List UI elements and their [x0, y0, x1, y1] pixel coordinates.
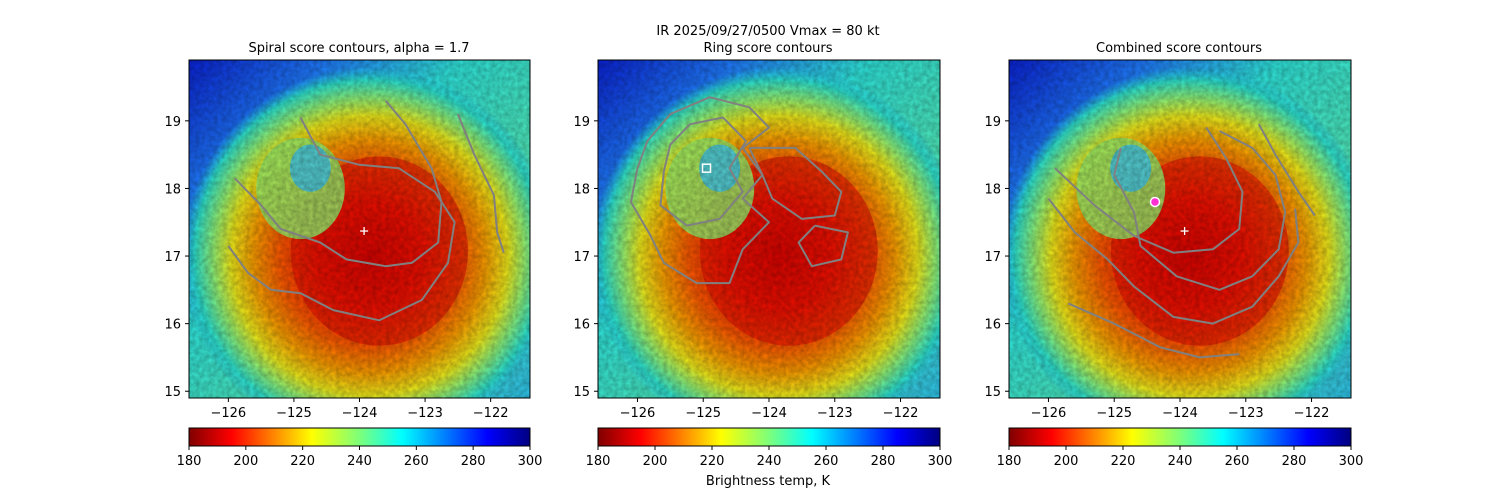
colorbar-label: Brightness temp, K	[706, 474, 831, 489]
ring-ytick-label-3: 18	[573, 182, 590, 197]
ring-xtick-label-2: −124	[751, 406, 787, 421]
combined-xtick-label-3: −123	[1228, 406, 1264, 421]
combined-colorbar-tick-label-4: 260	[1225, 454, 1250, 469]
spiral-ir-image	[189, 60, 530, 398]
combined-xtick-label-4: −122	[1294, 406, 1330, 421]
combined-panel-title: Combined score contours	[1096, 41, 1262, 56]
ring-contour-1	[659, 116, 747, 227]
combined-contour-4	[1258, 123, 1316, 217]
ring-ytick-label-0: 15	[573, 385, 590, 400]
combined-ytick-label-2: 17	[984, 250, 1001, 265]
combined-colorbar-tick-label-6: 300	[1339, 454, 1364, 469]
spiral-panel-title: Spiral score contours, alpha = 1.7	[248, 41, 469, 56]
spiral-colorbar	[188, 427, 531, 447]
spiral-xtick-label-0: −126	[210, 406, 246, 421]
ring-ir-texture	[598, 60, 940, 398]
figure-suptitle: IR 2025/09/27/0500 Vmax = 80 kt	[656, 24, 879, 39]
ring-xtick-label-4: −122	[883, 406, 919, 421]
spiral-ir-texture	[189, 60, 530, 398]
spiral-panel: Spiral score contours, alpha = 1.7 −126 −…	[164, 41, 543, 469]
ring-colorbar-tick-label-3: 240	[757, 454, 782, 469]
combined-colorbar-tick-label-3: 240	[1168, 454, 1193, 469]
combined-xtick-label-1: −125	[1096, 406, 1132, 421]
ring-contour-3	[797, 224, 849, 268]
spiral-xtick-label-4: −122	[473, 406, 509, 421]
ring-ir-image	[598, 60, 940, 398]
ring-colorbar-tick-label-2: 220	[700, 454, 725, 469]
ring-contour-0	[629, 96, 770, 285]
spiral-colorbar-tick-label-1: 200	[233, 454, 258, 469]
spiral-ytick-label-4: 19	[164, 115, 181, 130]
spiral-contour-0	[234, 99, 443, 268]
combined-ytick-label-3: 18	[984, 182, 1001, 197]
spiral-colorbar-tick-label-4: 260	[404, 454, 429, 469]
spiral-colorbar-tick-label-0: 180	[177, 454, 202, 469]
ring-panel: Ring score contours −126 −125 −124 −123 −122…	[573, 41, 953, 469]
ring-ytick-label-2: 17	[573, 250, 590, 265]
combined-contour-1	[1113, 130, 1287, 291]
combined-colorbar	[1008, 427, 1352, 447]
spiral-colorbar-tick-label-5: 280	[461, 454, 486, 469]
spiral-colorbar-tick-label-6: 300	[518, 454, 543, 469]
ring-center-marker	[701, 163, 712, 173]
spiral-xtick-label-2: −124	[342, 406, 378, 421]
ring-colorbar-tick-label-1: 200	[643, 454, 668, 469]
ring-panel-title: Ring score contours	[703, 41, 832, 56]
ring-contour-2	[748, 146, 843, 220]
combined-ytick-label-4: 19	[984, 115, 1001, 130]
spiral-contour-2	[456, 113, 505, 254]
combined-best-point-marker	[1149, 196, 1161, 208]
combined-center-marker	[1180, 227, 1189, 236]
combined-ytick-label-0: 15	[984, 385, 1001, 400]
spiral-ytick-label-1: 16	[164, 318, 181, 333]
ring-colorbar-tick-label-4: 260	[814, 454, 839, 469]
ring-colorbar-tick-label-6: 300	[928, 454, 953, 469]
combined-contour-2	[1047, 197, 1300, 325]
ring-ytick-label-1: 16	[573, 318, 590, 333]
combined-colorbar-tick-label-2: 220	[1111, 454, 1136, 469]
combined-xtick-label-0: −126	[1031, 406, 1067, 421]
combined-xtick-label-2: −124	[1162, 406, 1198, 421]
spiral-ytick-label-2: 17	[164, 250, 181, 265]
combined-colorbar-tick-label-1: 200	[1054, 454, 1079, 469]
combined-contour-3	[1067, 302, 1240, 359]
ring-xtick-label-0: −126	[620, 406, 656, 421]
spiral-xtick-label-3: −123	[407, 406, 443, 421]
spiral-colorbar-tick-label-3: 240	[347, 454, 372, 469]
ring-xtick-label-1: −125	[685, 406, 721, 421]
ring-ytick-label-4: 19	[573, 115, 590, 130]
combined-panel: Combined score contours −126 −125 −124 −123…	[984, 41, 1364, 469]
combined-ir-texture	[1009, 60, 1351, 398]
spiral-ytick-label-0: 15	[164, 385, 181, 400]
spiral-colorbar-tick-label-2: 220	[290, 454, 315, 469]
spiral-xtick-label-1: −125	[276, 406, 312, 421]
ring-colorbar	[597, 427, 941, 447]
ring-colorbar-tick-label-5: 280	[871, 454, 896, 469]
combined-contour-0	[1054, 127, 1244, 254]
spiral-contour-1	[227, 117, 456, 322]
combined-colorbar-tick-label-5: 280	[1282, 454, 1307, 469]
combined-ytick-label-1: 16	[984, 318, 1001, 333]
ring-colorbar-tick-label-0: 180	[586, 454, 611, 469]
spiral-center-marker	[360, 227, 369, 236]
combined-colorbar-tick-label-0: 180	[997, 454, 1022, 469]
ring-xtick-label-3: −123	[817, 406, 853, 421]
spiral-ytick-label-3: 18	[164, 182, 181, 197]
combined-ir-image	[1009, 60, 1351, 398]
